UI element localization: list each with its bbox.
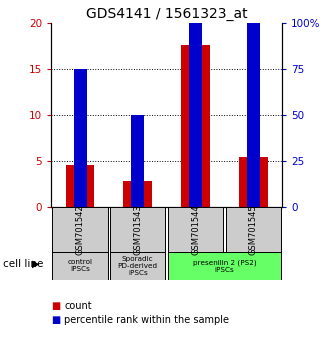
Text: control
IPSCs: control IPSCs bbox=[68, 259, 92, 272]
Bar bbox=[225, 207, 281, 252]
Text: ▶: ▶ bbox=[32, 259, 40, 269]
Bar bbox=[74, 69, 86, 207]
Bar bbox=[247, 0, 260, 207]
Text: percentile rank within the sample: percentile rank within the sample bbox=[64, 315, 229, 325]
Bar bbox=[123, 181, 152, 207]
Text: GSM701542: GSM701542 bbox=[76, 204, 84, 255]
Text: GSM701543: GSM701543 bbox=[133, 204, 142, 255]
Text: ■: ■ bbox=[51, 315, 60, 325]
Bar bbox=[168, 207, 223, 252]
Text: Sporadic
PD-derived
iPSCs: Sporadic PD-derived iPSCs bbox=[118, 256, 158, 276]
Bar bbox=[66, 165, 94, 207]
Text: cell line: cell line bbox=[3, 259, 44, 269]
Bar bbox=[189, 0, 202, 207]
Text: GSM701544: GSM701544 bbox=[191, 204, 200, 255]
Text: GSM701545: GSM701545 bbox=[249, 204, 258, 255]
Bar bbox=[131, 115, 144, 207]
Text: ■: ■ bbox=[51, 301, 60, 311]
Bar bbox=[239, 158, 268, 207]
Bar bbox=[110, 252, 165, 280]
Bar bbox=[110, 207, 165, 252]
Text: presenilin 2 (PS2)
iPSCs: presenilin 2 (PS2) iPSCs bbox=[193, 259, 256, 273]
Bar bbox=[52, 252, 108, 280]
Title: GDS4141 / 1561323_at: GDS4141 / 1561323_at bbox=[86, 7, 248, 21]
Bar bbox=[52, 207, 108, 252]
Bar bbox=[168, 252, 281, 280]
Bar bbox=[181, 45, 210, 207]
Text: count: count bbox=[64, 301, 92, 311]
